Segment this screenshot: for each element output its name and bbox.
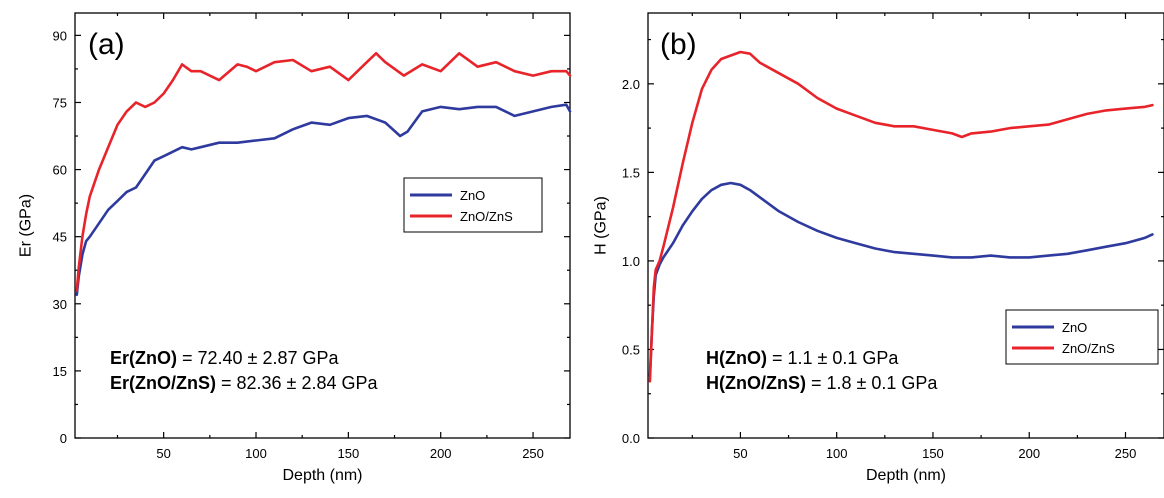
x-tick-label: 50 (156, 446, 170, 461)
x-tick-label: 250 (1115, 446, 1137, 461)
x-tick-label: 100 (245, 446, 267, 461)
legend-label-zno: ZnO (1062, 320, 1087, 335)
y-axis-label: H (GPa) (593, 196, 610, 255)
x-axis-label: Depth (nm) (282, 467, 362, 484)
annotation-zno-zns-name: Er(ZnO/ZnS) (110, 373, 216, 393)
series-line-zno (648, 181, 1154, 378)
legend: ZnO ZnO/ZnS (1005, 309, 1159, 365)
y-tick-label: 1.0 (622, 254, 640, 269)
annotation-zno-value: = 1.1 ± 0.1 GPa (767, 348, 899, 368)
axis-ticks: 50 100 150 200 250 0 15 30 45 60 75 90 (53, 13, 570, 461)
x-tick-label: 150 (338, 446, 360, 461)
panel-label: (b) (660, 28, 697, 61)
axis-ticks: 50 100 150 200 250 0.0 0.5 1.0 1.5 2.0 (622, 13, 1164, 461)
annotation-zno: H(ZnO) = 1.1 ± 0.1 GPa (706, 348, 899, 368)
annotation-zno-zns-value: = 1.8 ± 0.1 GPa (806, 373, 938, 393)
annotation-zno-value: = 72.40 ± 2.87 GPa (177, 348, 339, 368)
series-line-zno-zns (648, 50, 1154, 383)
y-tick-label: 30 (53, 297, 67, 312)
x-tick-label: 200 (430, 446, 452, 461)
y-tick-label: 0.0 (622, 431, 640, 446)
panel-label: (a) (88, 28, 125, 61)
y-tick-label: 1.5 (622, 165, 640, 180)
legend-box (403, 177, 543, 233)
plot-frame (647, 12, 1164, 439)
legend-label-zno-zns: ZnO/ZnS (1062, 341, 1115, 356)
y-tick-label: 45 (53, 230, 67, 245)
series-line-zno (75, 103, 572, 297)
annotation-zno-zns-value: = 82.36 ± 2.84 GPa (216, 373, 378, 393)
legend-label-zno: ZnO (460, 188, 485, 203)
annotation-zno-zns: H(ZnO/ZnS) = 1.8 ± 0.1 GPa (706, 373, 938, 393)
y-tick-label: 2.0 (622, 77, 640, 92)
y-tick-label: 60 (53, 163, 67, 178)
y-tick-label: 15 (53, 364, 67, 379)
x-tick-label: 150 (922, 446, 944, 461)
annotation-zno-name: H(ZnO) (706, 348, 767, 368)
series-group (75, 51, 572, 297)
y-tick-label: 0 (60, 431, 67, 446)
y-axis-label: Er (GPa) (18, 194, 35, 257)
legend-label-zno-zns: ZnO/ZnS (460, 209, 513, 224)
annotation-zno-name: Er(ZnO) (110, 348, 177, 368)
annotation-zno: Er(ZnO) = 72.40 ± 2.87 GPa (110, 348, 339, 368)
annotation-zno-zns-name: H(ZnO/ZnS) (706, 373, 806, 393)
legend: ZnO ZnO/ZnS (403, 177, 543, 233)
annotation-zno-zns: Er(ZnO/ZnS) = 82.36 ± 2.84 GPa (110, 373, 378, 393)
series-group (648, 50, 1154, 383)
legend-box (1005, 309, 1159, 365)
x-tick-label: 50 (733, 446, 747, 461)
x-tick-label: 250 (522, 446, 544, 461)
panel-a: 50 100 150 200 250 0 15 30 45 60 75 90 (a) Depth (n… (18, 12, 572, 484)
x-axis-label: Depth (nm) (866, 467, 946, 484)
y-tick-label: 0.5 (622, 342, 640, 357)
y-tick-label: 75 (53, 95, 67, 110)
x-tick-label: 100 (826, 446, 848, 461)
plot-frame (74, 12, 571, 439)
panel-b: 50 100 150 200 250 0.0 0.5 1.0 1.5 2.0 (b) Depth … (593, 12, 1164, 484)
x-tick-label: 200 (1018, 446, 1040, 461)
series-line-zno-zns (75, 51, 572, 292)
y-tick-label: 90 (53, 28, 67, 43)
